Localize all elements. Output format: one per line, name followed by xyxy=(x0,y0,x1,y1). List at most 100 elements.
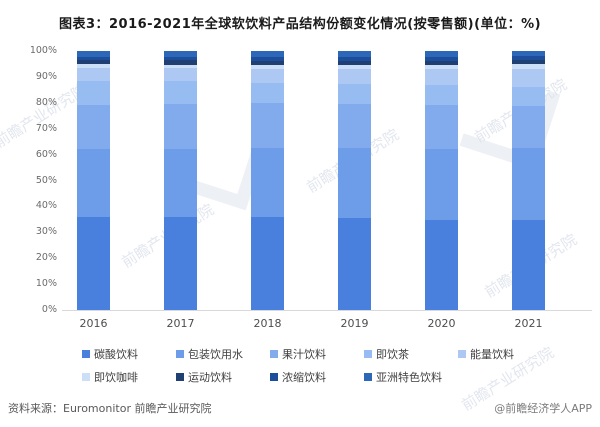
bar-slot-2019 xyxy=(311,51,398,310)
x-tick-label: 2020 xyxy=(427,317,456,330)
bar-segment xyxy=(164,148,197,217)
bar-segment xyxy=(251,148,284,218)
legend-swatch-icon xyxy=(458,350,466,358)
bar-segment xyxy=(512,220,545,310)
legend-label: 浓缩饮料 xyxy=(282,371,326,384)
bar-segment xyxy=(425,57,458,62)
app-credit: @前瞻经济学人APP xyxy=(494,402,592,415)
bar-segment xyxy=(251,60,284,65)
legend-swatch-icon xyxy=(176,350,184,358)
bar-segment xyxy=(338,51,371,57)
y-tick-label: 30% xyxy=(35,226,57,238)
bar-segment xyxy=(338,60,371,65)
bar-segment xyxy=(77,56,110,61)
legend-swatch-icon xyxy=(82,350,90,358)
bar-segment xyxy=(512,56,545,61)
bar-segment xyxy=(338,64,371,69)
x-tick-slot: 2020 xyxy=(398,317,485,330)
stacked-bar-2019 xyxy=(338,51,371,310)
bar-segment xyxy=(77,51,110,57)
bar-segment xyxy=(164,68,197,82)
x-tick-slot: 2016 xyxy=(50,317,137,330)
legend-item: 亚洲特色饮料 xyxy=(364,369,458,385)
bar-segment xyxy=(251,68,284,84)
legend-item: 即饮咖啡 xyxy=(82,369,176,385)
bar-segment xyxy=(77,68,110,81)
bar-segment xyxy=(77,104,110,149)
bar-segment xyxy=(338,83,371,105)
bar-segment xyxy=(251,51,284,57)
source-note: 资料来源：Euromonitor 前瞻产业研究院 xyxy=(8,402,212,415)
bar-segment xyxy=(338,56,371,61)
stacked-bar-2018 xyxy=(251,51,284,310)
legend-label: 即饮茶 xyxy=(376,348,409,361)
y-tick-label: 0% xyxy=(41,304,57,315)
legend-label: 运动饮料 xyxy=(188,371,232,384)
bar-segment xyxy=(251,83,284,104)
bar-segment xyxy=(338,148,371,219)
legend-label: 包装饮用水 xyxy=(188,348,243,361)
bar-segment xyxy=(164,60,197,65)
legend-item: 碳酸饮料 xyxy=(82,346,176,362)
bar-segment xyxy=(77,216,110,310)
bar-segment xyxy=(425,51,458,57)
x-axis-labels: 2016 2017 2018 2019 2020 2021 xyxy=(50,317,572,330)
x-axis-line xyxy=(62,310,592,311)
x-tick-label: 2018 xyxy=(253,317,282,330)
y-tick-label: 20% xyxy=(35,252,57,264)
legend-item: 运动饮料 xyxy=(176,369,270,385)
legend-swatch-icon xyxy=(270,350,278,358)
bar-slot-2021 xyxy=(485,51,572,310)
bar-segment xyxy=(251,56,284,61)
legend-item: 即饮茶 xyxy=(364,346,458,362)
bar-segment xyxy=(77,64,110,69)
bar-segment xyxy=(251,64,284,69)
legend-item: 果汁饮料 xyxy=(270,346,364,362)
y-tick-label: 40% xyxy=(35,200,57,212)
legend-label: 碳酸饮料 xyxy=(94,348,138,361)
bar-segment xyxy=(512,60,545,65)
legend-swatch-icon xyxy=(364,373,372,381)
legend-row: 碳酸饮料 包装饮用水 果汁饮料 即饮茶 能量饮料 xyxy=(82,346,552,362)
y-tick-label: 70% xyxy=(35,122,57,134)
bar-segment xyxy=(512,86,545,107)
legend-label: 能量饮料 xyxy=(470,348,514,361)
bar-segment xyxy=(77,80,110,105)
bar-segment xyxy=(512,64,545,69)
y-tick-label: 100% xyxy=(29,45,57,56)
x-tick-slot: 2018 xyxy=(224,317,311,330)
bar-segment xyxy=(512,51,545,57)
legend-row: 即饮咖啡 运动饮料 浓缩饮料 亚洲特色饮料 xyxy=(82,369,552,385)
chart-title: 图表3：2016-2021年全球软饮料产品结构份额变化情况(按零售额)(单位：%… xyxy=(58,17,542,32)
legend-swatch-icon xyxy=(270,373,278,381)
bar-segment xyxy=(164,216,197,310)
x-tick-label: 2016 xyxy=(79,317,108,330)
bar-segment xyxy=(425,85,458,106)
bar-slot-2020 xyxy=(398,51,485,310)
bar-segment xyxy=(512,106,545,149)
stacked-bar-2017 xyxy=(164,51,197,310)
stacked-bar-2016 xyxy=(77,51,110,310)
bar-segment xyxy=(512,148,545,221)
bar-segment xyxy=(338,104,371,149)
legend-label: 即饮咖啡 xyxy=(94,371,138,384)
bar-slot-2016 xyxy=(50,51,137,310)
bar-segment xyxy=(77,148,110,217)
bar-segment xyxy=(425,65,458,70)
bar-segment xyxy=(164,81,197,105)
y-tick-label: 50% xyxy=(35,174,57,186)
legend: 碳酸饮料 包装饮用水 果汁饮料 即饮茶 能量饮料即饮咖啡 运动饮料 浓缩饮料 亚洲特色饮料 xyxy=(82,346,552,392)
bar-slot-2017 xyxy=(137,51,224,310)
footer: 资料来源：Euromonitor 前瞻产业研究院 @前瞻经济学人APP xyxy=(0,400,600,416)
bar-segment xyxy=(425,219,458,310)
x-tick-slot: 2019 xyxy=(311,317,398,330)
legend-label: 果汁饮料 xyxy=(282,348,326,361)
legend-item: 能量饮料 xyxy=(458,346,552,362)
x-tick-slot: 2021 xyxy=(485,317,572,330)
x-tick-label: 2017 xyxy=(166,317,195,330)
bar-segment xyxy=(338,68,371,84)
legend-swatch-icon xyxy=(82,373,90,381)
y-tick-label: 10% xyxy=(35,278,57,290)
bar-segment xyxy=(425,69,458,86)
